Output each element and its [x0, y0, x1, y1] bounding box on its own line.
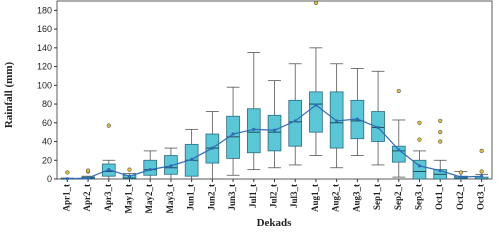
x-tick-label: May2_t — [144, 184, 154, 214]
mean-point — [293, 119, 297, 123]
chart: Rainfall (mm) Dekads 0 20 40 60 80 100 120 140 1… — [3, 0, 493, 229]
mean-point — [231, 132, 235, 136]
mean-point — [210, 146, 214, 150]
y-tick-label: 80 — [42, 99, 52, 109]
x-tick-label: May1_t — [124, 184, 134, 214]
box — [309, 91, 323, 133]
mean-point — [169, 164, 173, 168]
mean-point — [86, 176, 90, 180]
y-tick-label: 100 — [37, 80, 52, 90]
y-tick-label: 120 — [37, 62, 52, 72]
outlier — [438, 130, 443, 135]
mean-point — [314, 103, 318, 107]
y-tick-label: 0 — [47, 174, 52, 184]
x-tick-label: Apr3_t — [103, 184, 113, 212]
y-tick-label: 160 — [37, 24, 52, 34]
mean-point — [252, 127, 256, 131]
y-tick-label: 40 — [42, 137, 52, 147]
outlier — [313, 0, 319, 5]
y-tick-label: 20 — [42, 155, 52, 165]
x-tick-label: Oct3_t — [476, 184, 486, 210]
mean-point — [376, 125, 380, 130]
box — [143, 159, 158, 176]
x-tick-label: Apr2_t — [82, 184, 92, 212]
x-tick-label: Jul3_t — [289, 184, 299, 208]
mean-point — [127, 174, 132, 178]
x-tick-label: Jun2_t — [206, 184, 216, 211]
x-tick-label: Jul1_t — [248, 184, 258, 208]
outlier — [438, 139, 443, 144]
outlier — [396, 88, 401, 94]
outlier — [458, 170, 464, 175]
y-tick-label: 60 — [42, 118, 52, 128]
x-tick-label: Sep2_t — [393, 184, 403, 210]
box — [412, 159, 427, 180]
x-tick-label: Oct2_t — [455, 184, 465, 210]
outlier — [438, 118, 443, 124]
outlier — [479, 148, 484, 153]
x-tick-label: Sep3_t — [414, 184, 424, 210]
mean-point — [355, 117, 359, 121]
x-tick-label: Aug1_t — [310, 184, 320, 212]
x-tick-label: Aug3_t — [351, 184, 361, 212]
x-tick-label: Jul2_t — [269, 184, 279, 208]
outlier — [127, 167, 132, 172]
x-tick-label: Aug2_t — [331, 184, 341, 212]
x-axis-label: Dekads — [257, 217, 293, 229]
x-tick-label: May3_t — [165, 184, 175, 214]
mean-point — [272, 128, 277, 132]
mean-point — [65, 177, 69, 181]
outlier — [85, 168, 91, 173]
x-tick-label: Jun3_t — [227, 184, 237, 211]
y-tick-label: 140 — [37, 43, 52, 53]
outlier — [65, 170, 70, 175]
outlier — [417, 137, 422, 142]
mean-point — [438, 168, 442, 173]
mean-point — [397, 148, 401, 152]
outlier — [106, 123, 111, 128]
outlier — [417, 120, 422, 125]
mean-point — [480, 174, 484, 178]
x-tick-label: Apr1_t — [61, 184, 71, 212]
box — [267, 114, 282, 152]
mean-point — [417, 164, 422, 168]
mean-point — [459, 175, 463, 179]
x-tick-label: Sep1_t — [372, 184, 382, 210]
mean-point — [190, 157, 194, 161]
mean-point — [107, 168, 111, 172]
mean-point — [148, 168, 152, 172]
x-tick-label: Oct1_t — [434, 184, 444, 210]
outlier — [479, 169, 484, 174]
mean-point — [335, 119, 339, 123]
x-tick-label: Jun1_t — [186, 184, 196, 211]
y-axis-label: Rainfall (mm) — [3, 62, 15, 129]
y-tick-label: 180 — [37, 5, 52, 15]
